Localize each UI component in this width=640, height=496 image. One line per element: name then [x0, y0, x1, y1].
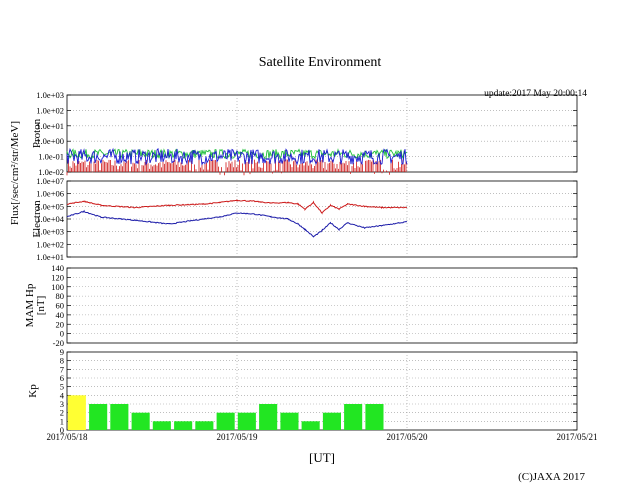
mam_hp-ylabel-unit: [nT] — [35, 296, 47, 316]
kp-bar — [259, 404, 278, 430]
kp-bar — [174, 421, 193, 430]
kp-ytick-label: 2 — [60, 408, 64, 418]
kp-bar — [301, 421, 320, 430]
electron-ytick-label: 1.0e+01 — [36, 252, 64, 262]
kp-bar — [89, 404, 108, 430]
mam_hp-ytick-label: 120 — [51, 272, 64, 282]
kp-bar — [365, 404, 384, 430]
update-timestamp: update:2017 May 20:00:14 — [484, 89, 587, 99]
x-axis-ticks: 2017/05/18 2017/05/19 2017/05/20 2017/05/21 — [46, 432, 597, 442]
proton-ytick-label: 1.0e+00 — [36, 136, 64, 146]
kp-bar — [280, 412, 299, 430]
proton-ytick-label: 1.0e+02 — [36, 105, 64, 115]
mam_hp-ytick-label: 0 — [60, 329, 64, 339]
mam_hp-ytick-label: 60 — [56, 301, 65, 311]
electron-ytick-label: 1.0e+04 — [36, 214, 64, 224]
mam_hp-ylabel: MAM Hp — [24, 283, 36, 327]
mam_hp-ytick-label: -20 — [53, 338, 64, 348]
kp-bar — [131, 412, 150, 430]
x-tick-label: 2017/05/20 — [386, 432, 428, 442]
kp-ytick-label: 5 — [60, 382, 64, 392]
mam_hp-ytick-label: 40 — [56, 310, 65, 320]
shared-ylabel: Flux[/sec/cm²/str/MeV] — [9, 121, 21, 225]
kp-ytick-label: 0 — [60, 425, 64, 435]
proton-ytick-label: 1.0e-02 — [38, 167, 64, 177]
mam_hp-ytick-label: 80 — [56, 291, 65, 301]
kp-bar — [344, 404, 363, 430]
electron-ytick-label: 1.0e+05 — [36, 201, 64, 211]
panels: 1.0e+03 1.0e+02 1.0e+01 1.0e+00 1.0e-01 1.0e-… — [24, 90, 578, 435]
kp-bar — [195, 421, 214, 430]
kp-ytick-label: 9 — [60, 347, 64, 357]
flux-ylabel: Flux[/sec/cm²/str/MeV] — [9, 121, 21, 225]
electron-series-red — [67, 199, 408, 215]
panel-electron: 1.0e+07 1.0e+06 1.0e+05 1.0e+04 1.0e+03 1.0e+… — [31, 176, 578, 262]
mam_hp-ytick-label: 100 — [51, 282, 64, 292]
panel-proton: 1.0e+03 1.0e+02 1.0e+01 1.0e+00 1.0e-01 1.0e-… — [31, 90, 578, 177]
kp-ytick-label: 7 — [60, 364, 64, 374]
kp-bar — [110, 404, 129, 430]
x-tick-label: 2017/05/21 — [556, 432, 597, 442]
electron-ylabel: Electron — [31, 200, 43, 238]
proton-ylabel: Proton — [31, 118, 43, 148]
x-axis-label: [UT] — [309, 450, 335, 465]
kp-bar — [216, 412, 235, 430]
proton-series-blue — [66, 147, 408, 166]
x-tick-label: 2017/05/18 — [46, 432, 88, 442]
kp-ylabel: Kp — [27, 384, 39, 398]
chart-title: Satellite Environment — [259, 55, 382, 70]
electron-ytick-label: 1.0e+06 — [36, 189, 64, 199]
electron-ytick-label: 1.0e+07 — [36, 176, 64, 186]
mam_hp-ytick-label: 20 — [56, 319, 65, 329]
kp-ytick-label: 6 — [60, 373, 64, 383]
electron-ytick-label: 1.0e+02 — [36, 239, 64, 249]
electron-series-blue — [66, 209, 408, 238]
kp-ytick-label: 3 — [60, 399, 64, 409]
kp-ytick-label: 4 — [60, 390, 65, 400]
kp-bar — [67, 395, 86, 430]
kp-bar — [152, 421, 171, 430]
electron-ytick-label: 1.0e+03 — [36, 227, 64, 237]
kp-ytick-label: 8 — [60, 356, 64, 366]
kp-ytick-label: 1 — [60, 416, 64, 426]
proton-ytick-label: 1.0e+03 — [36, 90, 64, 100]
kp-frame — [66, 351, 578, 431]
proton-ytick-label: 1.0e+01 — [36, 121, 64, 131]
kp-bar — [322, 412, 341, 430]
proton-ytick-label: 1.0e-01 — [38, 152, 64, 162]
copyright: (C)JAXA 2017 — [518, 471, 585, 483]
kp-bar — [237, 412, 256, 430]
x-tick-label: 2017/05/19 — [216, 432, 258, 442]
mam_hp-ytick-label: 140 — [51, 263, 64, 273]
